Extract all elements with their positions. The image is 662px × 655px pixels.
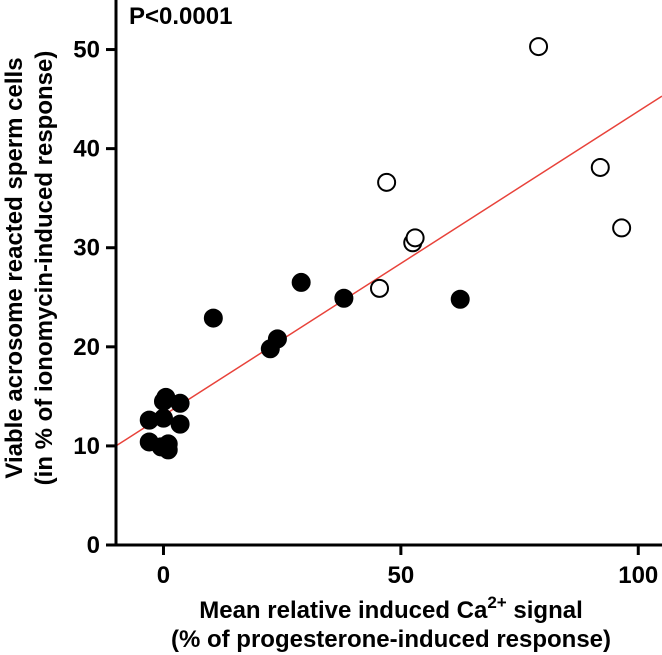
open-data-point	[529, 37, 549, 57]
x-axis-label-line1: Mean relative induced Ca2+ signal	[199, 593, 583, 624]
p-value-annotation: P<0.0001	[129, 3, 232, 30]
filled-data-point	[158, 440, 178, 460]
y-tick-label: 0	[87, 532, 100, 559]
filled-data-point	[334, 288, 354, 308]
y-tick-label: 20	[73, 334, 100, 361]
x-tick-label: 100	[618, 562, 658, 589]
ticks-layer: 0 10 20 30 40 50 0 50 100	[73, 37, 658, 589]
filled-data-point	[170, 414, 190, 434]
open-data-point	[370, 278, 390, 298]
filled-data-point	[153, 408, 173, 428]
x-tick-label: 50	[388, 562, 415, 589]
y-tick-label: 40	[73, 136, 100, 163]
filled-data-point	[203, 308, 223, 328]
y-tick-label: 50	[73, 37, 100, 64]
filled-data-point	[450, 289, 470, 309]
filled-data-point	[291, 272, 311, 292]
y-axis-label-line1: Viable acrosome reacted sperm cells	[1, 57, 28, 478]
open-data-point	[405, 228, 425, 248]
axes	[114, 0, 662, 547]
open-data-point	[612, 218, 632, 238]
open-data-point	[377, 172, 397, 192]
filled-data-point	[267, 329, 287, 349]
x-tick-label: 0	[157, 562, 170, 589]
x-axis-label-suffix: signal	[507, 597, 583, 624]
y-tick-label: 10	[73, 433, 100, 460]
filled-data-point	[170, 393, 190, 413]
x-axis-label-superscript: 2+	[487, 593, 506, 612]
x-axis-label-prefix: Mean relative induced Ca	[199, 597, 488, 624]
x-axis-label-line2: (% of progesterone-induced response)	[171, 626, 611, 653]
points-layer	[139, 37, 632, 460]
fit-line-layer	[116, 95, 662, 447]
y-axis-label-line2: (in % of ionomycin-induced response)	[31, 51, 58, 486]
open-data-point	[590, 157, 610, 177]
regression-line	[116, 95, 662, 447]
y-tick-label: 30	[73, 235, 100, 262]
